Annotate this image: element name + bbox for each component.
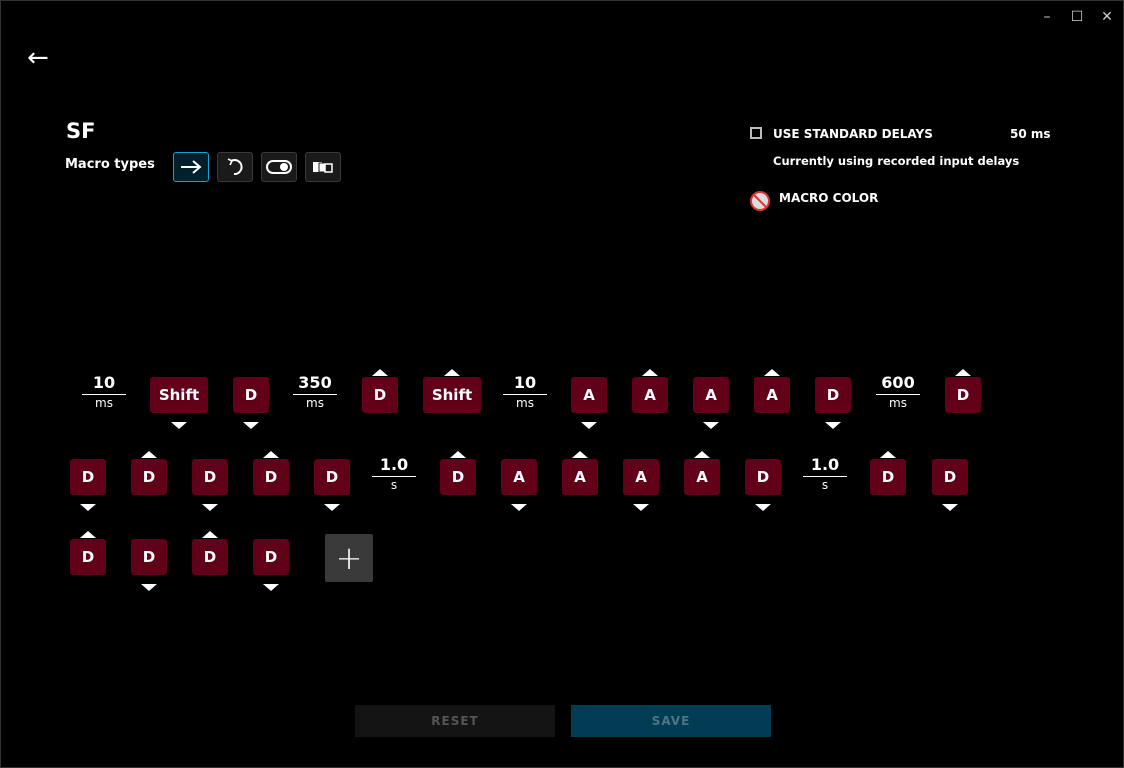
- delay-value: 350: [293, 373, 337, 395]
- key-down[interactable]: D: [253, 539, 289, 575]
- key-up-arrow-icon: [141, 451, 157, 458]
- toggle-icon: [266, 160, 292, 174]
- delay-item[interactable]: 10 ms: [82, 373, 126, 411]
- use-standard-delays-label[interactable]: USE STANDARD DELAYS: [773, 127, 933, 141]
- key-up-arrow-icon: [202, 531, 218, 538]
- key-up-arrow-icon: [642, 369, 658, 376]
- key-down-arrow-icon: [141, 584, 157, 591]
- key-down[interactable]: D: [233, 377, 269, 413]
- delay-value: 10: [503, 373, 547, 395]
- key-down-arrow-icon: [171, 422, 187, 429]
- key-up-arrow-icon: [572, 451, 588, 458]
- key-up-arrow-icon: [263, 451, 279, 458]
- key-up[interactable]: Shift: [423, 377, 481, 413]
- key-up[interactable]: D: [131, 459, 167, 495]
- key-up[interactable]: D: [253, 459, 289, 495]
- standard-delay-value[interactable]: 50 ms: [1010, 127, 1051, 141]
- delay-unit: s: [821, 478, 829, 492]
- key-up-arrow-icon: [880, 451, 896, 458]
- close-button[interactable]: ✕: [1101, 9, 1113, 25]
- delay-item[interactable]: 1.0 s: [372, 455, 416, 493]
- key-down-arrow-icon: [633, 504, 649, 511]
- key-down-arrow-icon: [243, 422, 259, 429]
- key-down[interactable]: D: [745, 459, 781, 495]
- delay-value: 10: [82, 373, 126, 395]
- key-down[interactable]: D: [131, 539, 167, 575]
- key-down-arrow-icon: [581, 422, 597, 429]
- key-down-arrow-icon: [263, 584, 279, 591]
- delay-unit: ms: [95, 396, 113, 410]
- delay-status-text: Currently using recorded input delays: [773, 154, 1020, 168]
- delay-value: 600: [876, 373, 920, 395]
- macro-type-repeat-button[interactable]: [217, 152, 253, 182]
- delay-item[interactable]: 350 ms: [293, 373, 337, 411]
- key-down[interactable]: Shift: [150, 377, 208, 413]
- key-up[interactable]: A: [684, 459, 720, 495]
- key-up[interactable]: D: [70, 539, 106, 575]
- key-up[interactable]: D: [440, 459, 476, 495]
- delay-unit: s: [390, 478, 398, 492]
- key-down-arrow-icon: [825, 422, 841, 429]
- key-down[interactable]: D: [815, 377, 851, 413]
- key-up-arrow-icon: [80, 531, 96, 538]
- sequence-icon: [313, 162, 333, 173]
- key-down-arrow-icon: [202, 504, 218, 511]
- macro-type-no-repeat-button[interactable]: [173, 152, 209, 182]
- key-down[interactable]: D: [314, 459, 350, 495]
- key-down-arrow-icon: [511, 504, 527, 511]
- delay-value: 1.0: [803, 455, 847, 477]
- save-button[interactable]: SAVE: [571, 705, 771, 737]
- delay-item[interactable]: 10 ms: [503, 373, 547, 411]
- delay-unit: ms: [516, 396, 534, 410]
- key-up[interactable]: A: [632, 377, 668, 413]
- key-down-arrow-icon: [703, 422, 719, 429]
- key-up[interactable]: D: [192, 539, 228, 575]
- key-up-arrow-icon: [955, 369, 971, 376]
- maximize-button[interactable]: ☐: [1070, 9, 1084, 25]
- delay-item[interactable]: 600 ms: [876, 373, 920, 411]
- key-up[interactable]: A: [562, 459, 598, 495]
- arrow-right-icon: [181, 160, 202, 174]
- macro-title: SF: [66, 119, 96, 143]
- delay-value: 1.0: [372, 455, 416, 477]
- add-action-button[interactable]: +: [325, 534, 373, 582]
- key-down[interactable]: A: [693, 377, 729, 413]
- reset-button[interactable]: RESET: [355, 705, 555, 737]
- key-up[interactable]: D: [362, 377, 398, 413]
- macro-type-sequence-button[interactable]: [305, 152, 341, 182]
- key-down-arrow-icon: [80, 504, 96, 511]
- delay-unit: ms: [889, 396, 907, 410]
- macro-color-label[interactable]: MACRO COLOR: [779, 191, 879, 205]
- no-color-icon[interactable]: [749, 190, 771, 216]
- delay-item[interactable]: 1.0 s: [803, 455, 847, 493]
- key-up-arrow-icon: [372, 369, 388, 376]
- key-down[interactable]: A: [623, 459, 659, 495]
- key-down[interactable]: A: [571, 377, 607, 413]
- use-standard-delays-checkbox[interactable]: [750, 127, 762, 139]
- key-down[interactable]: A: [501, 459, 537, 495]
- key-up-arrow-icon: [450, 451, 466, 458]
- key-down-arrow-icon: [942, 504, 958, 511]
- macro-type-toggle-button[interactable]: [261, 152, 297, 182]
- minimize-button[interactable]: –: [1043, 9, 1051, 25]
- key-up[interactable]: D: [870, 459, 906, 495]
- delay-unit: ms: [306, 396, 324, 410]
- loop-icon: [227, 158, 243, 175]
- key-up-arrow-icon: [444, 369, 460, 376]
- macro-types-label: Macro types: [65, 157, 155, 172]
- key-down[interactable]: D: [70, 459, 106, 495]
- back-arrow-icon[interactable]: ←: [27, 43, 49, 73]
- key-up[interactable]: A: [754, 377, 790, 413]
- key-down[interactable]: D: [192, 459, 228, 495]
- key-down-arrow-icon: [755, 504, 771, 511]
- key-up-arrow-icon: [694, 451, 710, 458]
- key-up[interactable]: D: [945, 377, 981, 413]
- key-down[interactable]: D: [932, 459, 968, 495]
- key-up-arrow-icon: [764, 369, 780, 376]
- key-down-arrow-icon: [324, 504, 340, 511]
